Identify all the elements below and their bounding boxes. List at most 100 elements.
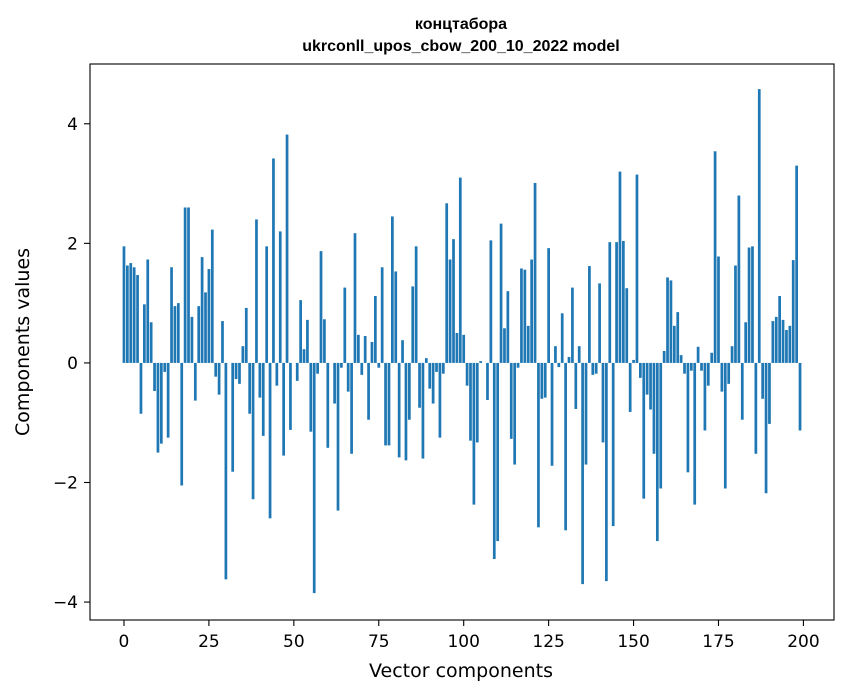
bar bbox=[187, 207, 190, 363]
bar bbox=[139, 362, 143, 414]
bar bbox=[717, 256, 720, 363]
bar bbox=[163, 362, 167, 372]
bar bbox=[445, 203, 449, 363]
bar bbox=[214, 362, 218, 377]
bar bbox=[499, 223, 503, 363]
bar bbox=[560, 313, 564, 363]
bar bbox=[720, 362, 724, 392]
chart-subtitle: ukrconll_upos_cbow_200_10_2022 model bbox=[302, 38, 619, 55]
bar bbox=[173, 306, 177, 363]
bar bbox=[421, 362, 425, 459]
bar bbox=[618, 171, 622, 363]
bar bbox=[326, 362, 330, 448]
bar bbox=[693, 362, 697, 505]
bar bbox=[448, 259, 452, 363]
bar bbox=[414, 246, 418, 363]
bar bbox=[122, 246, 126, 363]
bar bbox=[156, 362, 160, 453]
bar bbox=[323, 319, 326, 363]
bar bbox=[642, 362, 646, 499]
bar bbox=[377, 362, 381, 368]
x-tick-label: 75 bbox=[368, 632, 390, 652]
bar bbox=[210, 229, 214, 363]
bar bbox=[374, 295, 377, 363]
bar bbox=[785, 330, 788, 363]
bar bbox=[435, 362, 438, 372]
x-tick-label: 175 bbox=[702, 632, 734, 652]
x-tick-label: 50 bbox=[283, 632, 305, 652]
bar bbox=[774, 316, 778, 363]
bar bbox=[574, 362, 578, 409]
bar bbox=[475, 362, 479, 443]
bar bbox=[788, 325, 792, 363]
x-tick-label: 25 bbox=[198, 632, 220, 652]
bar bbox=[380, 267, 384, 363]
y-tick-label: 0 bbox=[67, 354, 78, 374]
bar bbox=[577, 346, 581, 363]
bar bbox=[438, 362, 442, 438]
x-tick-label: 150 bbox=[617, 632, 649, 652]
bar bbox=[265, 246, 269, 363]
bar bbox=[231, 362, 235, 472]
bar bbox=[180, 362, 184, 486]
bar bbox=[795, 165, 798, 363]
bar bbox=[343, 287, 347, 363]
bar bbox=[622, 240, 625, 363]
bar bbox=[727, 362, 731, 384]
bar bbox=[740, 362, 744, 420]
bar bbox=[523, 269, 527, 363]
bar bbox=[401, 340, 404, 363]
bar bbox=[662, 350, 666, 363]
bar bbox=[278, 231, 282, 363]
bar bbox=[224, 362, 228, 580]
bar bbox=[669, 280, 673, 363]
bar bbox=[367, 362, 370, 420]
bar bbox=[557, 362, 561, 368]
bar bbox=[452, 239, 455, 363]
bar bbox=[547, 248, 550, 363]
bar bbox=[747, 247, 751, 363]
bar bbox=[207, 269, 211, 363]
bar bbox=[234, 362, 238, 380]
bar bbox=[275, 362, 279, 386]
bar bbox=[768, 362, 771, 424]
bar bbox=[363, 336, 367, 363]
bar bbox=[336, 362, 340, 511]
bar bbox=[153, 362, 156, 392]
bar bbox=[608, 242, 612, 363]
bar bbox=[170, 267, 173, 363]
bar bbox=[268, 362, 272, 519]
bar bbox=[190, 316, 194, 363]
bar bbox=[204, 292, 207, 363]
bar bbox=[295, 362, 299, 381]
bar bbox=[520, 268, 523, 363]
y-axis-ticks: −4 −2 0 2 4 bbox=[53, 115, 90, 613]
bar bbox=[564, 362, 567, 531]
bar bbox=[129, 263, 133, 363]
bar bbox=[418, 362, 421, 408]
bar bbox=[757, 89, 761, 363]
bar bbox=[503, 328, 506, 363]
bar bbox=[605, 362, 608, 582]
bar bbox=[424, 358, 428, 363]
x-axis-ticks: 0 25 50 75 100 125 150 175 200 bbox=[119, 620, 820, 652]
bar bbox=[537, 362, 540, 528]
bar bbox=[126, 265, 129, 363]
bar bbox=[540, 362, 544, 399]
bar bbox=[594, 362, 598, 374]
bar bbox=[244, 307, 248, 363]
bar bbox=[302, 349, 306, 363]
bar bbox=[176, 303, 180, 363]
bar bbox=[353, 233, 357, 363]
bar bbox=[723, 362, 727, 489]
bar bbox=[666, 277, 669, 363]
bar bbox=[649, 362, 652, 410]
bar bbox=[706, 362, 710, 386]
bar bbox=[554, 346, 557, 363]
bar bbox=[771, 321, 775, 363]
bar bbox=[635, 174, 639, 363]
bar bbox=[567, 356, 571, 363]
bar bbox=[700, 362, 703, 371]
bar bbox=[628, 362, 632, 412]
